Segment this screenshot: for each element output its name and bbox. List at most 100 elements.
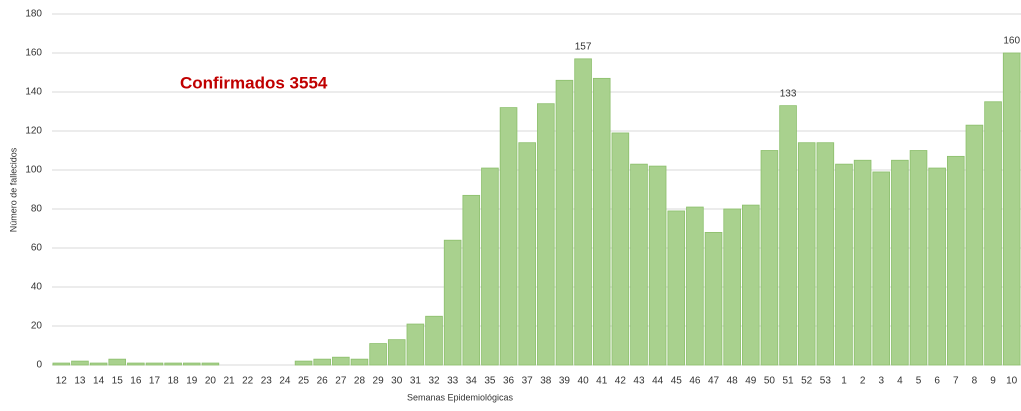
bar (499, 107, 518, 366)
data-label: 133 (780, 88, 797, 99)
x-tick-label: 52 (801, 376, 813, 387)
bar (332, 356, 350, 366)
bar (816, 142, 835, 366)
x-tick-label: 18 (168, 376, 180, 387)
x-tick-label: 19 (186, 376, 198, 387)
bar (872, 171, 891, 366)
bar (723, 208, 741, 366)
y-axis-label: Número de fallecidos (8, 147, 18, 232)
bar (797, 142, 816, 366)
x-tick-label: 47 (708, 376, 720, 387)
bar (555, 79, 574, 366)
data-label: 160 (1003, 36, 1020, 47)
x-tick-label: 16 (130, 376, 142, 387)
y-tick-label: 140 (25, 87, 42, 98)
bar (686, 206, 704, 366)
bar (984, 101, 1002, 366)
y-tick-label: 120 (25, 126, 42, 137)
x-tick-label: 35 (484, 376, 496, 387)
x-tick-label: 4 (897, 376, 903, 387)
bar (946, 155, 965, 366)
x-tick-label: 22 (242, 376, 254, 387)
x-tick-label: 46 (689, 376, 701, 387)
x-tick-label: 45 (671, 376, 683, 387)
y-tick-label: 160 (25, 48, 42, 59)
x-tick-label: 5 (916, 376, 922, 387)
bar (518, 142, 536, 366)
x-tick-label: 13 (74, 376, 86, 387)
x-tick-label: 42 (615, 376, 627, 387)
x-tick-label: 41 (596, 376, 608, 387)
x-tick-label: 36 (503, 376, 515, 387)
bar (835, 163, 853, 366)
y-tick-label: 60 (31, 243, 43, 254)
x-tick-label: 1 (841, 376, 847, 387)
x-tick-label: 29 (373, 376, 385, 387)
bar (164, 362, 182, 366)
x-tick-label: 15 (112, 376, 124, 387)
x-tick-label: 9 (990, 376, 996, 387)
x-tick-label: 28 (354, 376, 366, 387)
x-tick-label: 43 (633, 376, 645, 387)
y-tick-label: 40 (31, 282, 43, 293)
x-tick-label: 31 (410, 376, 422, 387)
bar (742, 204, 760, 366)
x-tick-label: 49 (745, 376, 757, 387)
bar (648, 165, 667, 366)
x-tick-label: 51 (783, 376, 795, 387)
bar (182, 362, 201, 366)
bar (891, 159, 909, 366)
x-tick-label: 25 (298, 376, 310, 387)
bar (387, 339, 406, 366)
x-tick-label: 2 (860, 376, 866, 387)
x-tick-label: 50 (764, 376, 776, 387)
bar (779, 105, 797, 366)
bar (611, 132, 630, 366)
x-tick-label: 34 (466, 376, 478, 387)
bar (592, 77, 611, 366)
y-tick-label: 180 (25, 9, 42, 20)
x-tick-label: 24 (279, 376, 291, 387)
bar (537, 103, 555, 366)
bar (760, 150, 779, 366)
x-tick-label: 20 (205, 376, 217, 387)
x-tick-label: 32 (428, 376, 440, 387)
x-tick-label: 17 (149, 376, 161, 387)
bar (71, 360, 89, 366)
bar (574, 58, 592, 366)
x-tick-label: 37 (522, 376, 534, 387)
x-tick-label: 8 (972, 376, 978, 387)
x-tick-label: 14 (93, 376, 105, 387)
x-tick-label: 27 (335, 376, 347, 387)
bar (1002, 52, 1021, 366)
y-tick-label: 20 (31, 321, 43, 332)
y-tick-label: 100 (25, 165, 42, 176)
x-tick-label: 21 (223, 376, 235, 387)
bar (350, 358, 369, 366)
x-tick-label: 48 (727, 376, 739, 387)
bar (89, 362, 108, 366)
bar (52, 362, 71, 366)
bar (313, 358, 331, 366)
data-label: 157 (575, 41, 592, 52)
x-tick-label: 6 (934, 376, 940, 387)
bar (853, 159, 872, 366)
y-tick-label: 0 (36, 360, 42, 371)
bar (667, 210, 686, 366)
bar (369, 343, 387, 366)
x-tick-label: 10 (1006, 376, 1018, 387)
bar (425, 315, 443, 366)
bar (127, 362, 145, 366)
x-tick-label: 33 (447, 376, 459, 387)
annotation: Confirmados 3554 (180, 73, 328, 92)
bar (201, 362, 220, 366)
bar (145, 362, 164, 366)
bar (294, 360, 313, 366)
x-tick-label: 3 (878, 376, 884, 387)
bar (443, 239, 462, 366)
x-tick-label: 12 (56, 376, 68, 387)
bar (909, 150, 928, 366)
x-tick-label: 7 (953, 376, 959, 387)
x-tick-label: 40 (578, 376, 590, 387)
